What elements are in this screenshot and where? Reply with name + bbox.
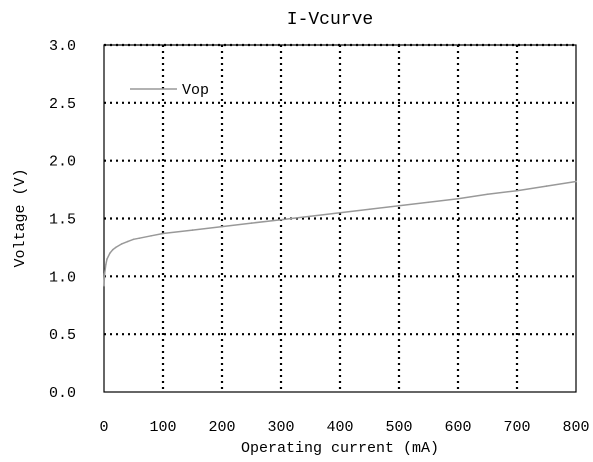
data-point-20 [398,205,400,207]
data-point-8 [126,240,129,243]
y-tick-label-4: 2.0 [49,154,76,171]
data-point-19 [368,208,371,210]
data-point-14 [221,225,223,228]
y-tick-label-3: 1.5 [49,212,76,229]
plot-frame [103,44,577,393]
tick-labels: 0 100 200 300 400 500 600 700 800 0.0 0.5 1.0 1.5 2.0… [49,38,590,436]
data-point-15 [250,222,253,224]
x-tick-label-8: 800 [562,419,589,436]
chart-title: I-Vcurve [287,10,373,30]
data-point-13 [191,229,194,231]
y-tick-label-1: 0.5 [49,327,76,344]
data-point-16 [280,218,282,221]
grid-lines [104,43,576,392]
data-point-9 [132,238,135,241]
x-tick-label-7: 700 [503,419,530,436]
y-axis-label: Voltage (V) [12,168,29,267]
y-tick-label-6: 3.0 [49,38,76,55]
data-point-18 [339,211,341,214]
x-tick-label-0: 0 [99,419,108,436]
legend: Vop [130,82,209,99]
data-point-2 [105,264,107,266]
y-tick-label-5: 2.5 [49,96,76,113]
x-tick-label-6: 600 [444,419,471,436]
data-point-24 [516,189,518,192]
x-tick-label-4: 400 [326,419,353,436]
data-point-26 [575,180,577,183]
data-point-11 [150,235,152,237]
x-axis-label: Operating current (mA) [241,440,439,457]
x-tick-label-1: 100 [149,419,176,436]
data-point-23 [486,193,489,195]
data-point-7 [120,243,123,245]
x-tick-label-5: 500 [385,419,412,436]
data-point-5 [112,248,114,251]
x-tick-label-3: 300 [267,419,294,436]
data-point-22 [457,198,459,200]
x-tick-label-2: 200 [208,419,235,436]
data-point-12 [162,232,164,235]
data-point-1 [103,273,106,275]
series-line-vop [103,180,577,286]
data-point-25 [545,185,548,187]
data-point-17 [309,215,312,217]
data-point-6 [115,246,117,249]
data-point-0 [103,284,105,287]
series-layer [103,180,577,287]
legend-label-vop: Vop [182,82,209,99]
data-point-21 [427,201,430,204]
y-tick-label-2: 1.0 [49,269,76,286]
data-point-10 [138,237,141,239]
data-point-3 [106,258,108,260]
data-point-4 [109,252,111,254]
y-tick-label-0: 0.0 [49,385,76,402]
